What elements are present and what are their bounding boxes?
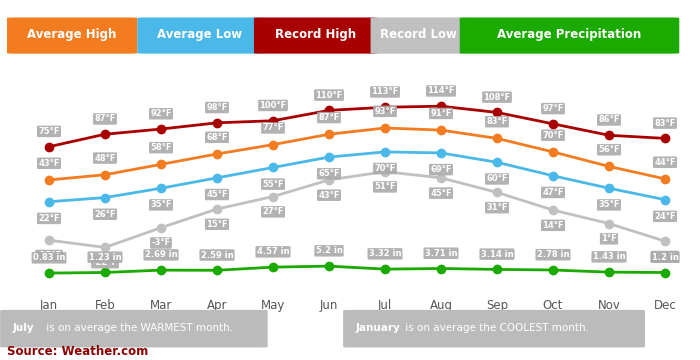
Text: 86°F: 86°F: [598, 116, 620, 125]
Text: 35°F: 35°F: [150, 201, 172, 210]
Text: Record High: Record High: [275, 28, 356, 41]
Text: 58°F: 58°F: [150, 143, 172, 152]
Text: 43°F: 43°F: [318, 191, 340, 200]
Text: 98°F: 98°F: [206, 103, 228, 112]
Text: 4.57 in: 4.57 in: [257, 247, 289, 256]
Text: -22°F: -22°F: [92, 258, 118, 267]
Text: 45°F: 45°F: [206, 190, 228, 199]
Text: 31°F: 31°F: [486, 203, 507, 212]
Text: 77°F: 77°F: [262, 123, 284, 132]
FancyBboxPatch shape: [254, 17, 377, 54]
Text: 22°F: 22°F: [38, 214, 60, 223]
Text: -3°F: -3°F: [151, 238, 171, 247]
Text: 83°F: 83°F: [486, 117, 507, 126]
Text: January: January: [356, 323, 400, 333]
Text: 47°F: 47°F: [542, 188, 564, 197]
Text: 48°F: 48°F: [94, 154, 116, 163]
Text: July: July: [13, 323, 34, 333]
Text: 3.71 in: 3.71 in: [425, 249, 457, 258]
Text: -15°F: -15°F: [36, 251, 62, 260]
Text: 60°F: 60°F: [486, 175, 507, 184]
Text: 2.59 in: 2.59 in: [201, 251, 233, 260]
Text: 26°F: 26°F: [94, 210, 116, 219]
Text: Source: Weather.com: Source: Weather.com: [7, 345, 148, 358]
FancyBboxPatch shape: [370, 17, 467, 54]
Text: is on average the COOLEST month.: is on average the COOLEST month.: [402, 323, 589, 333]
Text: 2.69 in: 2.69 in: [145, 250, 177, 259]
Text: 3.32 in: 3.32 in: [369, 249, 401, 258]
Text: 55°F: 55°F: [262, 180, 284, 189]
Text: is on average the WARMEST month.: is on average the WARMEST month.: [43, 323, 234, 333]
FancyBboxPatch shape: [0, 310, 267, 347]
Text: 5.2 in: 5.2 in: [316, 246, 342, 255]
Text: 65°F: 65°F: [318, 169, 340, 178]
Text: 87°F: 87°F: [94, 114, 116, 123]
Text: 45°F: 45°F: [430, 189, 452, 198]
Text: 1.23 in: 1.23 in: [89, 253, 121, 262]
Text: 68°F: 68°F: [206, 133, 228, 142]
Text: 0.83 in: 0.83 in: [33, 253, 65, 262]
Text: 1°F: 1°F: [601, 234, 617, 243]
Text: 87°F: 87°F: [318, 113, 340, 122]
Text: 3.14 in: 3.14 in: [481, 249, 513, 258]
Text: 97°F: 97°F: [542, 104, 564, 113]
Text: 91°F: 91°F: [430, 109, 452, 118]
Text: 108°F: 108°F: [484, 93, 510, 102]
Text: 69°F: 69°F: [430, 165, 452, 174]
Text: 70°F: 70°F: [542, 131, 564, 140]
Text: 1.43 in: 1.43 in: [593, 252, 625, 261]
Text: 75°F: 75°F: [38, 127, 60, 136]
Text: Average Precipitation: Average Precipitation: [498, 28, 642, 41]
Text: 51°F: 51°F: [374, 183, 395, 192]
Text: Average Low: Average Low: [157, 28, 242, 41]
FancyBboxPatch shape: [460, 17, 679, 54]
Text: 24°F: 24°F: [654, 212, 675, 221]
Text: 15°F: 15°F: [206, 220, 228, 229]
Text: 100°F: 100°F: [260, 101, 286, 110]
Text: 43°F: 43°F: [38, 159, 60, 168]
FancyBboxPatch shape: [343, 310, 645, 347]
Text: 83°F: 83°F: [654, 118, 675, 127]
Text: 93°F: 93°F: [374, 107, 395, 116]
Text: 35°F: 35°F: [598, 201, 620, 210]
Text: Average High: Average High: [27, 28, 117, 41]
Text: Record Low: Record Low: [380, 28, 457, 41]
Text: 2.78 in: 2.78 in: [537, 250, 569, 259]
FancyBboxPatch shape: [7, 17, 137, 54]
Text: 113°F: 113°F: [371, 87, 399, 96]
Text: 110°F: 110°F: [315, 91, 343, 100]
Text: 1.2 in: 1.2 in: [652, 253, 678, 262]
Text: 27°F: 27°F: [262, 207, 284, 216]
Text: -16°F: -16°F: [652, 252, 678, 261]
Text: 92°F: 92°F: [150, 109, 172, 118]
Text: 56°F: 56°F: [598, 145, 620, 154]
Text: 14°F: 14°F: [542, 221, 564, 230]
Text: 114°F: 114°F: [427, 86, 455, 95]
FancyBboxPatch shape: [137, 17, 261, 54]
Text: 70°F: 70°F: [374, 164, 395, 173]
Text: 44°F: 44°F: [654, 158, 675, 167]
